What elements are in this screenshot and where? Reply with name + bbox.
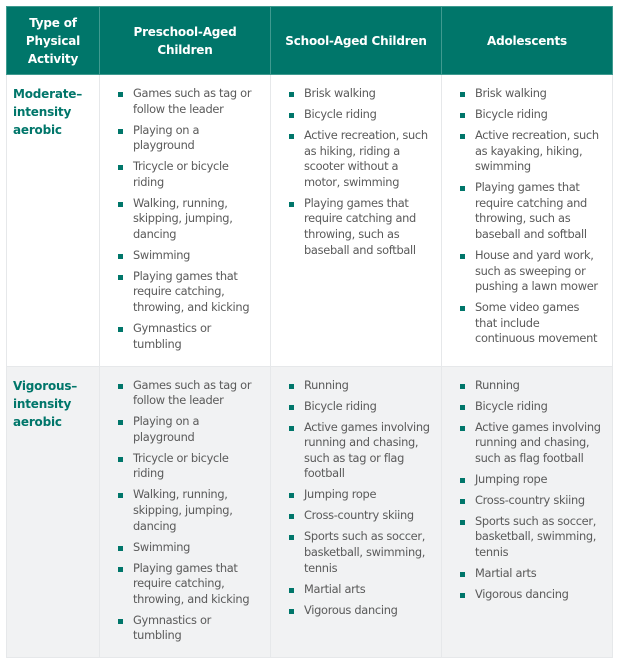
activity-cell: Games such as tag or follow the leader Pl…	[99, 365, 271, 658]
list-item: Active games involving running and chasi…	[450, 420, 606, 467]
list-item: Playing games that require catching, thr…	[108, 269, 264, 316]
list-item: Walking, running, skipping, jumping, dan…	[108, 196, 264, 243]
activity-list: Games such as tag or follow the leader Pl…	[108, 378, 264, 644]
list-item: Swimming	[108, 540, 264, 556]
list-item: Gymnastics or tumbling	[108, 321, 264, 352]
table-row: Moderate–intensity aerobic Games such as …	[6, 74, 613, 367]
activity-list: Running Bicycle riding Active games involv…	[450, 378, 606, 603]
list-item: Walking, running, skipping, jumping, dan…	[108, 487, 264, 534]
activity-list: Brisk walking Bicycle riding Active recrea…	[450, 86, 606, 347]
list-item: Cross-country skiing	[450, 493, 606, 509]
list-item: Sports such as soccer, basketball, swimm…	[450, 514, 606, 561]
list-item: Vigorous dancing	[279, 603, 435, 619]
activity-list: Games such as tag or follow the leader Pl…	[108, 86, 264, 352]
header-adolescents: Adolescents	[441, 6, 613, 75]
activity-cell: Running Bicycle riding Active games involv…	[270, 365, 442, 658]
list-item: Cross-country skiing	[279, 508, 435, 524]
list-item: Bicycle riding	[450, 399, 606, 415]
list-item: Bicycle riding	[279, 107, 435, 123]
list-item: Martial arts	[279, 582, 435, 598]
table-row: Vigorous–intensity aerobic Games such as …	[6, 365, 613, 658]
list-item: Playing on a playground	[108, 414, 264, 445]
list-item: Bicycle riding	[279, 399, 435, 415]
list-item: Playing games that require catching and …	[279, 196, 435, 258]
list-item: Playing games that require catching, thr…	[108, 561, 264, 608]
list-item: Jumping rope	[450, 472, 606, 488]
list-item: Brisk walking	[279, 86, 435, 102]
list-item: House and yard work, such as sweeping or…	[450, 248, 606, 295]
list-item: Sports such as soccer, basketball, swimm…	[279, 529, 435, 576]
header-type: Type of Physical Activity	[6, 6, 100, 75]
activity-table: Type of Physical Activity Preschool-Aged…	[6, 6, 613, 658]
activity-cell: Brisk walking Bicycle riding Active recrea…	[270, 74, 442, 367]
list-item: Vigorous dancing	[450, 587, 606, 603]
list-item: Playing on a playground	[108, 123, 264, 154]
list-item: Games such as tag or follow the leader	[108, 86, 264, 117]
list-item: Games such as tag or follow the leader	[108, 378, 264, 409]
activity-type: Moderate–intensity aerobic	[6, 74, 100, 367]
activity-cell: Running Bicycle riding Active games involv…	[441, 365, 613, 658]
activity-list: Running Bicycle riding Active games involv…	[279, 378, 435, 618]
list-item: Playing games that require catching and …	[450, 180, 606, 242]
header-school: School-Aged Children	[270, 6, 442, 75]
list-item: Active recreation, such as kayaking, hik…	[450, 128, 606, 175]
header-preschool: Preschool-Aged Children	[99, 6, 271, 75]
list-item: Bicycle riding	[450, 107, 606, 123]
list-item: Tricycle or bicycle riding	[108, 451, 264, 482]
activity-type: Vigorous–intensity aerobic	[6, 365, 100, 658]
activity-cell: Brisk walking Bicycle riding Active recrea…	[441, 74, 613, 367]
list-item: Running	[450, 378, 606, 394]
activity-cell: Games such as tag or follow the leader Pl…	[99, 74, 271, 367]
list-item: Swimming	[108, 248, 264, 264]
header-row: Type of Physical Activity Preschool-Aged…	[6, 6, 613, 75]
activity-list: Brisk walking Bicycle riding Active recrea…	[279, 86, 435, 258]
list-item: Jumping rope	[279, 487, 435, 503]
list-item: Some video games that include continuous…	[450, 300, 606, 347]
list-item: Gymnastics or tumbling	[108, 613, 264, 644]
list-item: Running	[279, 378, 435, 394]
list-item: Active games involving running and chasi…	[279, 420, 435, 482]
list-item: Tricycle or bicycle riding	[108, 159, 264, 190]
list-item: Brisk walking	[450, 86, 606, 102]
list-item: Active recreation, such as hiking, ridin…	[279, 128, 435, 190]
list-item: Martial arts	[450, 566, 606, 582]
